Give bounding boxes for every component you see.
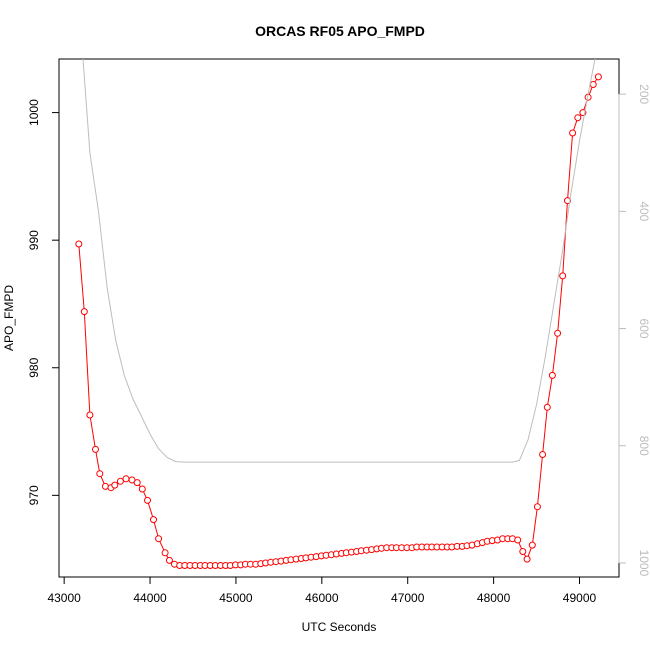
y-tick-label: 970 [27,485,41,505]
y-axis: 970 980 990 1000 [27,99,60,505]
data-point [101,482,109,490]
data-point [519,548,527,555]
data-point [533,503,541,511]
data-point [594,73,602,81]
data-point [543,403,551,411]
y2-tick-label: 1000 [637,550,650,577]
data-point [589,81,597,88]
data-point [150,516,157,524]
chart-title: ORCAS RF05 APO_FMPD [255,23,425,39]
data-point [523,555,531,563]
data-point [122,475,130,483]
x-tick-label: 44000 [133,591,167,605]
data-point [111,481,119,489]
data-point [144,496,151,504]
data-point [554,329,562,337]
data-point [80,308,88,316]
y2-tick-label: 800 [637,436,650,456]
y-tick-label: 980 [27,357,41,377]
x-tick-label: 47000 [391,591,425,605]
y-tick-label: 1000 [27,99,41,126]
data-point [569,129,577,137]
data-point [514,536,522,544]
x-tick-label: 43000 [47,591,81,605]
plot-area [58,58,620,578]
data-point [96,470,104,478]
x-axis: 43000 44000 45000 46000 47000 48000 49000 [47,576,597,605]
data-point [574,114,582,122]
data-point [161,549,169,557]
series-layer [75,59,602,569]
y2-tick-label: 200 [637,84,650,104]
x-axis-label: UTC Seconds [302,620,377,634]
data-point [75,240,83,248]
y-axis-label: APO_FMPD [2,285,16,351]
x-tick-label: 46000 [305,591,339,605]
data-point [116,477,124,485]
data-point [528,541,536,549]
data-point [559,272,567,280]
y2-axis: 200 400 600 800 1000 [618,84,650,577]
series-line [78,76,599,566]
y2-tick-label: 600 [637,319,650,339]
y-tick-label: 990 [27,230,41,250]
x-tick-label: 49000 [563,591,597,605]
data-point [138,485,146,493]
plot-frame [58,58,620,578]
data-point [564,197,571,205]
data-point [548,371,556,379]
y2-tick-label: 400 [637,201,650,221]
secondary-series-line [82,59,596,463]
x-tick-label: 48000 [477,591,511,605]
data-point [539,451,547,458]
data-point [155,535,163,543]
data-point [133,479,141,487]
data-point [92,445,99,453]
x-tick-label: 45000 [219,591,253,605]
data-point [165,556,173,564]
data-point [86,411,94,419]
